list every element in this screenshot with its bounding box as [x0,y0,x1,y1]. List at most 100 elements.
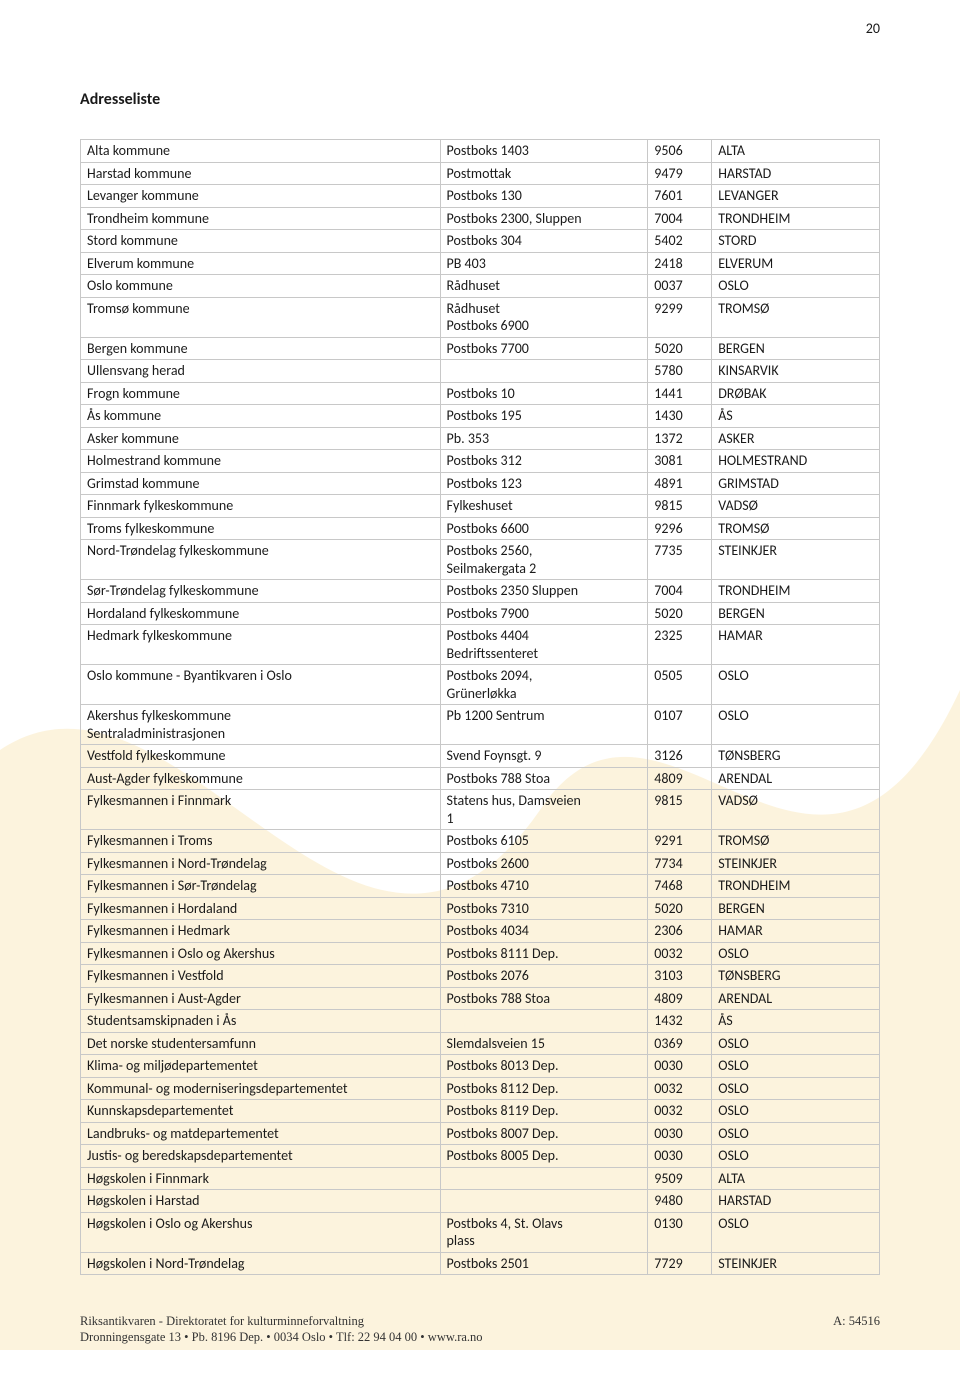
page-number: 20 [866,20,880,37]
cell-zip: 0130 [648,1212,712,1252]
cell-city: STORD [712,230,880,253]
table-row: Oslo kommune - Byantikvaren i OsloPostbo… [81,665,880,705]
cell-zip: 5780 [648,360,712,383]
table-row: Trondheim kommunePostboks 2300, Sluppen7… [81,207,880,230]
cell-zip: 7601 [648,185,712,208]
footer: Riksantikvaren - Direktoratet for kultur… [80,1313,880,1346]
cell-city: TØNSBERG [712,745,880,768]
cell-city: ELVERUM [712,252,880,275]
cell-address: Postboks 312 [440,450,648,473]
table-row: Holmestrand kommunePostboks 3123081HOLME… [81,450,880,473]
cell-city: HARSTAD [712,162,880,185]
cell-address: Postboks 4710 [440,875,648,898]
cell-zip: 3126 [648,745,712,768]
table-row: Asker kommunePb. 3531372ASKER [81,427,880,450]
table-row: Akershus fylkeskommune Sentraladministra… [81,705,880,745]
cell-zip: 4891 [648,472,712,495]
cell-name: Justis- og beredskapsdepartementet [81,1145,441,1168]
table-row: Stord kommunePostboks 3045402STORD [81,230,880,253]
cell-zip: 1372 [648,427,712,450]
cell-name: Høgskolen i Harstad [81,1190,441,1213]
table-row: Fylkesmannen i Nord-TrøndelagPostboks 26… [81,852,880,875]
cell-city: OSLO [712,942,880,965]
cell-city: BERGEN [712,337,880,360]
cell-zip: 5020 [648,337,712,360]
cell-address: Postboks 2600 [440,852,648,875]
cell-zip: 1441 [648,382,712,405]
cell-address: Svend Foynsgt. 9 [440,745,648,768]
cell-city: HAMAR [712,920,880,943]
cell-zip: 7004 [648,580,712,603]
cell-name: Stord kommune [81,230,441,253]
cell-address [440,1190,648,1213]
cell-name: Fylkesmannen i Hedmark [81,920,441,943]
cell-zip: 0505 [648,665,712,705]
table-row: Landbruks- og matdepartementetPostboks 8… [81,1122,880,1145]
cell-name: Ås kommune [81,405,441,428]
cell-address: Rådhuset [440,275,648,298]
cell-address: Postboks 4404Bedriftssenteret [440,625,648,665]
cell-name: Hedmark fylkeskommune [81,625,441,665]
cell-name: Vestfold fylkeskommune [81,745,441,768]
cell-city: LEVANGER [712,185,880,208]
cell-name: Hordaland fylkeskommune [81,602,441,625]
cell-zip: 9509 [648,1167,712,1190]
table-row: Ås kommunePostboks 1951430ÅS [81,405,880,428]
table-row: Aust-Agder fylkeskommunePostboks 788 Sto… [81,767,880,790]
table-row: Fylkesmannen i Oslo og AkershusPostboks … [81,942,880,965]
footer-line2: Dronningensgate 13 • Pb. 8196 Dep. • 003… [80,1329,483,1345]
cell-zip: 5020 [648,602,712,625]
table-row: Harstad kommunePostmottak9479HARSTAD [81,162,880,185]
cell-zip: 1432 [648,1010,712,1033]
cell-zip: 0037 [648,275,712,298]
cell-name: Fylkesmannen i Vestfold [81,965,441,988]
cell-city: TRONDHEIM [712,580,880,603]
cell-zip: 5402 [648,230,712,253]
cell-address: Postboks 10 [440,382,648,405]
table-row: Elverum kommunePB 4032418ELVERUM [81,252,880,275]
cell-city: OSLO [712,1100,880,1123]
cell-address: Postboks 6600 [440,517,648,540]
table-row: Sør-Trøndelag fylkeskommunePostboks 2350… [81,580,880,603]
cell-zip: 7004 [648,207,712,230]
cell-city: HAMAR [712,625,880,665]
cell-zip: 0030 [648,1122,712,1145]
cell-zip: 0369 [648,1032,712,1055]
cell-address: Postboks 304 [440,230,648,253]
cell-address [440,1010,648,1033]
cell-city: STEINKJER [712,540,880,580]
cell-name: Aust-Agder fylkeskommune [81,767,441,790]
table-row: Høgskolen i Harstad9480HARSTAD [81,1190,880,1213]
table-row: Høgskolen i Oslo og AkershusPostboks 4, … [81,1212,880,1252]
cell-name: Tromsø kommune [81,297,441,337]
cell-city: HARSTAD [712,1190,880,1213]
footer-left: Riksantikvaren - Direktoratet for kultur… [80,1313,483,1346]
cell-name: Studentsamskipnaden i Ås [81,1010,441,1033]
cell-city: ASKER [712,427,880,450]
cell-address: Postboks 2501 [440,1252,648,1275]
cell-zip: 7468 [648,875,712,898]
cell-city: OSLO [712,665,880,705]
cell-address: PB 403 [440,252,648,275]
cell-address: Postboks 788 Stoa [440,767,648,790]
cell-zip: 9291 [648,830,712,853]
cell-zip: 0030 [648,1145,712,1168]
table-row: Høgskolen i Nord-TrøndelagPostboks 25017… [81,1252,880,1275]
cell-name: Fylkesmannen i Finnmark [81,790,441,830]
cell-name: Høgskolen i Finnmark [81,1167,441,1190]
cell-name: Grimstad kommune [81,472,441,495]
cell-name: Høgskolen i Nord-Trøndelag [81,1252,441,1275]
cell-zip: 5020 [648,897,712,920]
address-table: Alta kommunePostboks 14039506ALTAHarstad… [80,139,880,1275]
table-row: Bergen kommunePostboks 77005020BERGEN [81,337,880,360]
cell-address: Postboks 8112 Dep. [440,1077,648,1100]
table-row: Vestfold fylkeskommuneSvend Foynsgt. 931… [81,745,880,768]
cell-name: Finnmark fylkeskommune [81,495,441,518]
cell-address: Postboks 1403 [440,140,648,163]
cell-city: VADSØ [712,495,880,518]
cell-name: Elverum kommune [81,252,441,275]
cell-city: OSLO [712,275,880,298]
table-row: Hedmark fylkeskommunePostboks 4404Bedrif… [81,625,880,665]
table-row: KunnskapsdepartementetPostboks 8119 Dep.… [81,1100,880,1123]
cell-name: Det norske studentersamfunn [81,1032,441,1055]
